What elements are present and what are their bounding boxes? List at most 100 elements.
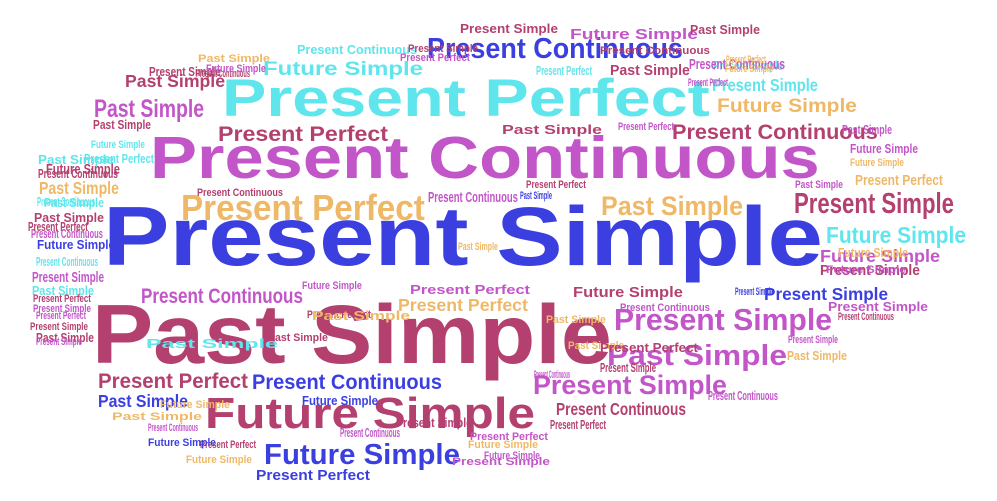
cloud-word: Past Simple (34, 210, 104, 225)
cloud-word: Present Simple (735, 286, 773, 298)
cloud-word: Present Continuous (340, 425, 401, 440)
cloud-word: Present Simple (30, 321, 88, 333)
cloud-word: Present Continuous (38, 166, 118, 181)
cloud-word: Present Continuous (297, 42, 418, 57)
cloud-word: Present Continuous (197, 187, 283, 199)
cloud-word: Present Perfect (550, 417, 607, 432)
cloud-word: Present Simple (712, 76, 818, 95)
cloud-word: Past Simple (787, 348, 848, 363)
cloud-word: Past Simple (458, 241, 498, 253)
cloud-word: Present Perfect (256, 467, 370, 484)
cloud-word: Future Simple (302, 393, 378, 408)
cloud-word: Past Simple (610, 62, 690, 79)
cloud-word: Past Simple (520, 190, 552, 202)
cloud-word: Past Simple (112, 411, 202, 423)
cloud-word: Future Simple (484, 450, 540, 462)
cloud-word: Present Simple (452, 456, 550, 468)
cloud-word: Future Simple (206, 63, 266, 75)
cloud-word: Future Simple (717, 96, 857, 117)
cloud-word: Present Perfect (218, 123, 388, 146)
cloud-word: Future Simple (160, 399, 230, 411)
cloud-word: Future Simple (91, 139, 145, 151)
cloud-word: Present Perfect (726, 54, 766, 66)
cloud-word: Present Perfect (855, 172, 943, 189)
cloud-word: Past Simple (98, 392, 188, 411)
cloud-word: Future Simple (826, 264, 906, 276)
cloud-word: Present Simple (103, 189, 823, 283)
cloud-word: Past Simple (32, 283, 94, 298)
cloud-word: Present Perfect (470, 431, 548, 443)
cloud-word: Past Simple (92, 287, 612, 381)
cloud-word: Past Simple (607, 340, 787, 372)
cloud-word: Future Simple (263, 59, 424, 80)
cloud-word: Present Simple (33, 303, 91, 315)
cloud-word: Present Simple (533, 370, 727, 400)
cloud-word: Past Simple (502, 122, 602, 137)
cloud-word: Future Simple (205, 389, 536, 438)
cloud-word: Past Simple (198, 53, 270, 65)
cloud-word: Future Simple (826, 222, 966, 248)
cloud-word: Present Simple (32, 269, 104, 286)
cloud-word: Present Continuous (252, 371, 442, 394)
cloud-word: Present Continuous (196, 68, 251, 80)
cloud-word: Present Simple (600, 360, 657, 375)
cloud-word: Present Continuous (427, 33, 683, 65)
cloud-word: Present Continuous (620, 302, 710, 314)
cloud-word: Present Perfect (28, 219, 89, 234)
cloud-word: Future Simple (302, 280, 362, 292)
cloud-word: Past Simple (94, 96, 205, 123)
cloud-word: Past Simple (146, 336, 279, 351)
cloud-word: Present Perfect (307, 309, 371, 321)
cloud-word: Future Simple (37, 237, 116, 252)
cloud-word: Present Perfect (410, 282, 531, 297)
cloud-word: Present Continuous (148, 422, 198, 434)
cloud-word: Past Simple (93, 117, 151, 132)
cloud-word: Future Simple (850, 141, 919, 156)
cloud-word: Present Perfect (618, 121, 674, 133)
cloud-word: Past Simple (601, 191, 744, 221)
cloud-word: Present Simple (614, 303, 833, 337)
cloud-word: Future Simple (186, 454, 252, 466)
cloud-word: Past Simple (312, 308, 411, 323)
cloud-word: Past Simple (795, 179, 843, 191)
cloud-word: Present Perfect (222, 69, 710, 128)
cloud-word: Future Simple (468, 439, 538, 451)
cloud-word: Present Continuous (600, 45, 710, 57)
cloud-word: Future Simple (148, 437, 216, 449)
cloud-word: Present Perfect (398, 296, 528, 315)
cloud-word: Future Simple (820, 247, 941, 266)
cloud-word: Past Simple (38, 152, 114, 167)
cloud-word: Present Continuous (534, 369, 570, 381)
cloud-word: Past Simple (44, 195, 105, 210)
cloud-word: Present Simple (396, 415, 472, 430)
cloud-word: Past Simple (36, 330, 94, 345)
cloud-word: Past Simple (690, 22, 760, 37)
cloud-word: Present Continuous (31, 226, 104, 241)
cloud-word: Present Simple (794, 188, 955, 220)
cloud-word: Future Simple (573, 284, 683, 301)
cloud-word: Future Simple (725, 63, 774, 75)
cloud-word: Present Simple (460, 21, 558, 36)
cloud-word: Present Continuous (150, 126, 820, 191)
cloud-word: Past Simple (842, 122, 892, 137)
cloud-word: Present Simple (820, 262, 920, 279)
cloud-word: Present Continuous (838, 311, 894, 323)
cloud-word: Present Perfect (526, 179, 586, 191)
cloud-word: Present Simple (828, 299, 929, 314)
cloud-word: Present Perfect (536, 63, 593, 78)
cloud-word: Past Simple (568, 340, 624, 352)
cloud-word: Past Simple (39, 179, 119, 198)
cloud-word: Present Perfect (200, 439, 256, 451)
cloud-word: Present Perfect (600, 340, 698, 355)
cloud-word: Present Perfect (98, 370, 248, 393)
cloud-word: Present Simple (408, 43, 478, 55)
cloud-word: Past Simple (125, 72, 226, 91)
cloud-word: Present Simple (36, 336, 82, 348)
cloud-word: Present Simple (149, 64, 221, 79)
cloud-word: Present Continuous (37, 194, 95, 209)
cloud-word: Present Simple (764, 285, 889, 304)
cloud-word: Future Simple (570, 26, 698, 43)
cloud-word: Past Simple (268, 332, 328, 344)
cloud-word: Present Perfect (33, 293, 91, 305)
